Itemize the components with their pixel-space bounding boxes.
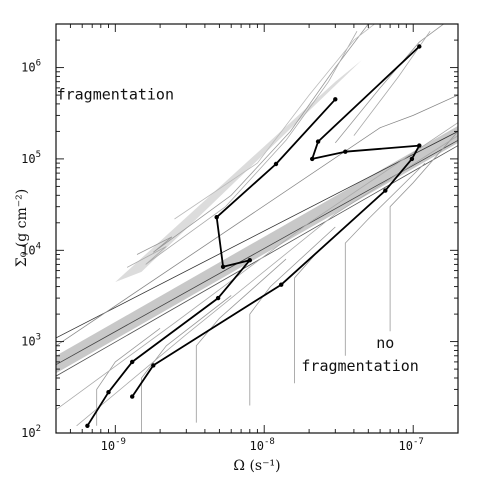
y-tick-label: 105 — [21, 150, 41, 166]
x-tick-label: 10-9 — [101, 437, 126, 453]
x-tick-label: 10-7 — [399, 437, 424, 453]
y-tick-label: 104 — [21, 241, 41, 257]
series-1-point-8 — [273, 161, 279, 167]
annotation-fragmentation: fragmentation — [57, 85, 174, 103]
series-1-point-4 — [215, 295, 221, 301]
series-line-1 — [86, 98, 336, 427]
contour-line-7 — [174, 24, 375, 220]
tick-labels: 10-9 10-8 10-7 102 103 104 105 106 — [21, 59, 424, 453]
plot-contours — [56, 24, 458, 433]
contour-line-6 — [126, 31, 358, 268]
series-2-point-9 — [315, 139, 321, 144]
plot-series — [85, 44, 422, 428]
contour-line-12 — [195, 258, 287, 423]
series-1-point-1 — [85, 423, 90, 428]
annotation-no: no — [376, 334, 394, 352]
series-2-point-2 — [151, 363, 156, 368]
contour-line-13 — [249, 226, 336, 406]
x-tick-label: 10-8 — [250, 437, 275, 453]
y-tick-label: 103 — [21, 333, 41, 349]
annotation-no-fragmentation: fragmentation — [301, 357, 418, 375]
contour-line-15 — [344, 162, 426, 356]
series-line-2 — [131, 45, 421, 398]
series-2-point-3 — [279, 282, 284, 287]
contour-line-5 — [136, 24, 369, 255]
series-1-point-9 — [333, 97, 338, 102]
plot-bands — [56, 60, 458, 374]
series-2-point-1 — [130, 394, 135, 399]
series-2-point-8 — [310, 156, 315, 162]
series-2-point-6 — [417, 143, 422, 148]
series-1-point-7 — [214, 215, 219, 220]
shaded-band-1 — [56, 125, 458, 374]
contour-line-8 — [334, 24, 444, 144]
contour-line-18 — [76, 135, 458, 427]
contour-line-16 — [389, 131, 458, 332]
y-axis-label: Σ₀ (g cm⁻²) — [14, 189, 30, 267]
series-1-point-6 — [220, 264, 226, 269]
series-1-point-5 — [247, 258, 252, 263]
x-axis-label: Ω (s⁻¹) — [233, 458, 280, 474]
y-tick-label: 106 — [21, 59, 41, 75]
contour-line-2 — [56, 139, 458, 366]
series-2-point-4 — [383, 188, 388, 193]
shaded-band-2 — [115, 60, 362, 283]
series-1-point-3 — [130, 359, 135, 365]
contour-line-17 — [56, 122, 458, 411]
axis-ticks — [55, 23, 459, 434]
series-2-point-5 — [409, 156, 415, 162]
series-2-point-10 — [417, 44, 422, 49]
contour-line-4 — [56, 94, 458, 347]
series-2-point-7 — [343, 149, 348, 154]
contour-line-1 — [56, 131, 458, 339]
series-1-point-2 — [106, 390, 111, 395]
y-tick-label: 102 — [21, 424, 41, 440]
contour-line-10 — [96, 327, 161, 426]
